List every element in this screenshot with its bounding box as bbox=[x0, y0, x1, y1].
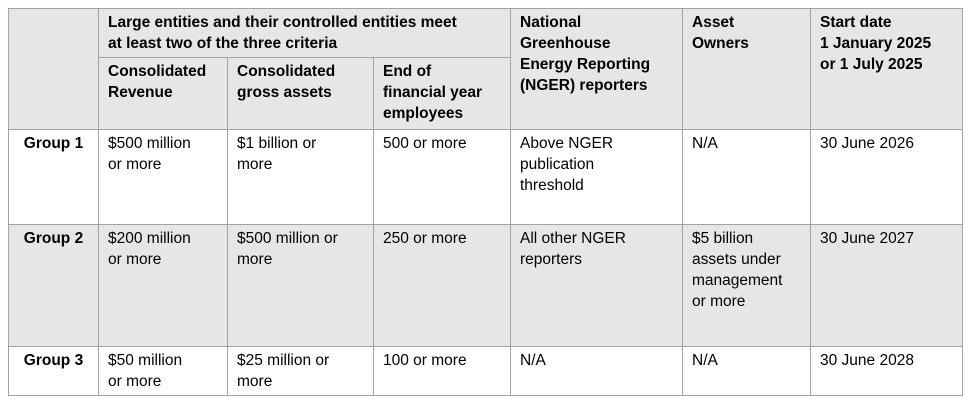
header-nger-reporters: National Greenhouse Energy Reporting (NG… bbox=[510, 8, 683, 130]
cell-start-date: 30 June 2028 bbox=[810, 346, 963, 396]
row-group-1: Group 1 $500 million or more $1 billion … bbox=[8, 129, 963, 225]
cell-gross-assets: $500 million or more bbox=[227, 224, 374, 347]
cell-gross-assets: $1 billion or more bbox=[227, 129, 374, 225]
row-label: Group 3 bbox=[8, 346, 99, 396]
cell-employees: 250 or more bbox=[373, 224, 511, 347]
cell-nger: Above NGER publication threshold bbox=[510, 129, 683, 225]
header-row-2: Consolidated Revenue Consolidated gross … bbox=[9, 57, 963, 130]
header-start-date: Start date 1 January 2025 or 1 July 2025 bbox=[810, 8, 963, 130]
cell-employees: 100 or more bbox=[373, 346, 511, 396]
corner-cell bbox=[8, 8, 99, 130]
reporting-groups-table: Large entities and their controlled enti… bbox=[8, 8, 963, 396]
header-consolidated-revenue: Consolidated Revenue bbox=[98, 57, 228, 130]
header-row-1: Large entities and their controlled enti… bbox=[8, 8, 963, 130]
cell-nger: All other NGER reporters bbox=[510, 224, 683, 347]
header-consolidated-gross-assets: Consolidated gross assets bbox=[227, 57, 374, 130]
header-criteria-group: Large entities and their controlled enti… bbox=[98, 8, 511, 58]
row-label: Group 2 bbox=[8, 224, 99, 347]
cell-nger: N/A bbox=[510, 346, 683, 396]
header-end-of-fy-employees: End of financial year employees bbox=[373, 57, 511, 130]
cell-revenue: $50 million or more bbox=[98, 346, 228, 396]
cell-asset-owners: N/A bbox=[682, 346, 811, 396]
cell-asset-owners: $5 billion assets under management or mo… bbox=[682, 224, 811, 347]
row-group-2: Group 2 $200 million or more $500 millio… bbox=[8, 224, 963, 347]
cell-start-date: 30 June 2026 bbox=[810, 129, 963, 225]
cell-revenue: $200 million or more bbox=[98, 224, 228, 347]
cell-gross-assets: $25 million or more bbox=[227, 346, 374, 396]
cell-revenue: $500 million or more bbox=[98, 129, 228, 225]
cell-employees: 500 or more bbox=[373, 129, 511, 225]
row-group-3: Group 3 $50 million or more $25 million … bbox=[8, 346, 963, 396]
header-asset-owners: Asset Owners bbox=[682, 8, 811, 130]
cell-asset-owners: N/A bbox=[682, 129, 811, 225]
cell-start-date: 30 June 2027 bbox=[810, 224, 963, 347]
row-label: Group 1 bbox=[8, 129, 99, 225]
